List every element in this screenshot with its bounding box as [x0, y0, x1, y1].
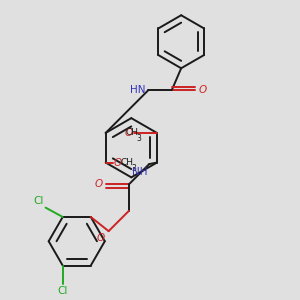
Text: O: O [124, 128, 133, 138]
Text: CH: CH [125, 128, 138, 137]
Text: NH: NH [132, 167, 148, 177]
Text: Cl: Cl [34, 196, 44, 206]
Text: CH: CH [121, 158, 134, 167]
Text: O: O [94, 179, 102, 189]
Text: O: O [97, 233, 105, 243]
Text: O: O [114, 158, 122, 167]
Text: 3: 3 [136, 134, 141, 143]
Text: HN: HN [130, 85, 146, 95]
Text: 3: 3 [131, 164, 136, 173]
Text: Cl: Cl [58, 286, 68, 296]
Text: O: O [198, 85, 206, 95]
